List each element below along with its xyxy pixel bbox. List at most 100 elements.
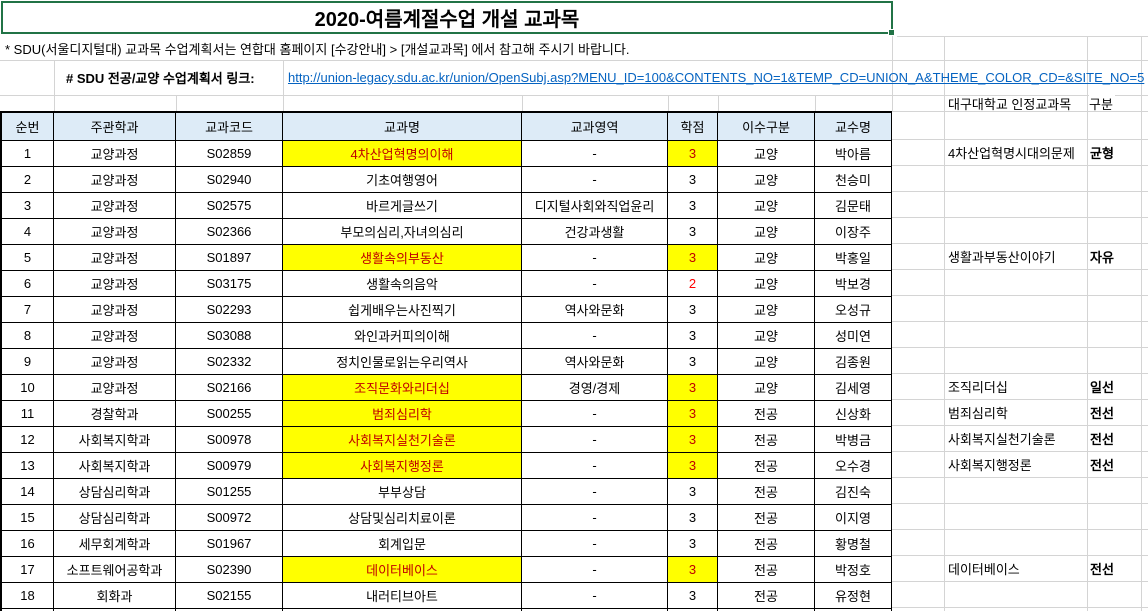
column-header-dept[interactable]: 주관학과	[54, 113, 176, 141]
cell-area[interactable]: -	[522, 531, 668, 557]
cell-seq[interactable]: 17	[2, 557, 54, 583]
cell-credit[interactable]: 3	[668, 557, 718, 583]
cell-professor[interactable]: 이지영	[815, 505, 892, 531]
cell-course-name[interactable]: 부부상담	[283, 479, 522, 505]
cell-course-name[interactable]: 바르게글쓰기	[283, 193, 522, 219]
cell-code[interactable]: S00255	[176, 401, 283, 427]
cell-course-name[interactable]: 사회복지실천기술론	[283, 427, 522, 453]
cell-code[interactable]: S00978	[176, 427, 283, 453]
cell-seq[interactable]: 6	[2, 271, 54, 297]
daegu-category-cell[interactable]: 전선	[1090, 561, 1114, 577]
cell-code[interactable]: S03088	[176, 323, 283, 349]
cell-course-name[interactable]: 정치인물로읽는우리역사	[283, 349, 522, 375]
cell-seq[interactable]: 9	[2, 349, 54, 375]
cell-code[interactable]: S02859	[176, 141, 283, 167]
column-header-prof[interactable]: 교수명	[815, 113, 892, 141]
cell-professor[interactable]: 황명철	[815, 531, 892, 557]
cell-professor[interactable]: 김세영	[815, 375, 892, 401]
cell-code[interactable]: S03175	[176, 271, 283, 297]
daegu-course-cell[interactable]: 4차산업혁명시대의문제	[948, 145, 1075, 161]
selection-fill-handle[interactable]	[888, 29, 895, 36]
column-header-area[interactable]: 교과영역	[522, 113, 668, 141]
cell-seq[interactable]: 10	[2, 375, 54, 401]
cell-seq[interactable]: 13	[2, 453, 54, 479]
title-selected-cell[interactable]: 2020-여름계절수업 개설 교과목	[1, 1, 895, 36]
cell-professor[interactable]: 오수경	[815, 453, 892, 479]
cell-category[interactable]: 전공	[718, 479, 815, 505]
cell-dept[interactable]: 교양과정	[54, 193, 176, 219]
cell-course-name[interactable]: 와인과커피의이해	[283, 323, 522, 349]
note-cell[interactable]: * SDU(서울디지털대) 교과목 수업계획서는 연합대 홈페이지 [수강안내]…	[5, 36, 1105, 60]
cell-code[interactable]: S02332	[176, 349, 283, 375]
cell-professor[interactable]: 유정현	[815, 583, 892, 609]
cell-code[interactable]: S02155	[176, 583, 283, 609]
cell-code[interactable]: S02293	[176, 297, 283, 323]
cell-course-name[interactable]: 상담및심리치료이론	[283, 505, 522, 531]
cell-category[interactable]: 교양	[718, 141, 815, 167]
cell-code[interactable]: S02366	[176, 219, 283, 245]
daegu-category-cell[interactable]: 균형	[1090, 145, 1114, 161]
cell-category[interactable]: 교양	[718, 375, 815, 401]
cell-area[interactable]: -	[522, 323, 668, 349]
cell-course-name[interactable]: 생활속의부동산	[283, 245, 522, 271]
cell-seq[interactable]: 14	[2, 479, 54, 505]
cell-category[interactable]: 전공	[718, 453, 815, 479]
cell-area[interactable]: -	[522, 505, 668, 531]
cell-dept[interactable]: 교양과정	[54, 141, 176, 167]
cell-professor[interactable]: 천승미	[815, 167, 892, 193]
link-label-cell[interactable]: # SDU 전공/교양 수업계획서 링크:	[66, 60, 255, 95]
cell-dept[interactable]: 교양과정	[54, 349, 176, 375]
cell-dept[interactable]: 교양과정	[54, 375, 176, 401]
cell-course-name[interactable]: 회계입문	[283, 531, 522, 557]
daegu-course-cell[interactable]: 데이터베이스	[948, 561, 1020, 577]
cell-seq[interactable]: 18	[2, 583, 54, 609]
cell-credit[interactable]: 3	[668, 401, 718, 427]
cell-area[interactable]: 역사와문화	[522, 297, 668, 323]
cell-area[interactable]: 디지털사회와직업윤리	[522, 193, 668, 219]
cell-credit[interactable]: 3	[668, 453, 718, 479]
cell-professor[interactable]: 오성규	[815, 297, 892, 323]
cell-seq[interactable]: 16	[2, 531, 54, 557]
cell-dept[interactable]: 사회복지학과	[54, 453, 176, 479]
column-header-num[interactable]: 순번	[2, 113, 54, 141]
cell-area[interactable]: -	[522, 141, 668, 167]
cell-category[interactable]: 교양	[718, 297, 815, 323]
cell-course-name[interactable]: 조직문화와리더십	[283, 375, 522, 401]
cell-dept[interactable]: 회화과	[54, 583, 176, 609]
cell-seq[interactable]: 2	[2, 167, 54, 193]
cell-professor[interactable]: 김진숙	[815, 479, 892, 505]
daegu-category-header[interactable]: 구분	[1089, 95, 1115, 112]
cell-seq[interactable]: 3	[2, 193, 54, 219]
cell-professor[interactable]: 박홍일	[815, 245, 892, 271]
cell-course-name[interactable]: 부모의심리,자녀의심리	[283, 219, 522, 245]
cell-code[interactable]: S02575	[176, 193, 283, 219]
cell-course-name[interactable]: 사회복지행정론	[283, 453, 522, 479]
cell-professor[interactable]: 이장주	[815, 219, 892, 245]
daegu-course-cell[interactable]: 조직리더십	[948, 379, 1008, 395]
cell-category[interactable]: 교양	[718, 167, 815, 193]
cell-course-name[interactable]: 범죄심리학	[283, 401, 522, 427]
cell-code[interactable]: S01255	[176, 479, 283, 505]
cell-dept[interactable]: 교양과정	[54, 323, 176, 349]
cell-credit[interactable]: 3	[668, 219, 718, 245]
cell-area[interactable]: -	[522, 479, 668, 505]
cell-course-name[interactable]: 4차산업혁명의이해	[283, 141, 522, 167]
cell-area[interactable]: -	[522, 167, 668, 193]
cell-code[interactable]: S00972	[176, 505, 283, 531]
cell-area[interactable]: -	[522, 583, 668, 609]
cell-area[interactable]: -	[522, 245, 668, 271]
cell-credit[interactable]: 3	[668, 167, 718, 193]
daegu-course-cell[interactable]: 범죄심리학	[948, 405, 1008, 421]
cell-code[interactable]: S02940	[176, 167, 283, 193]
column-header-name[interactable]: 교과명	[283, 113, 522, 141]
cell-area[interactable]: 건강과생활	[522, 219, 668, 245]
cell-dept[interactable]: 상담심리학과	[54, 479, 176, 505]
cell-course-name[interactable]: 내러티브아트	[283, 583, 522, 609]
column-header-code[interactable]: 교과코드	[176, 113, 283, 141]
cell-credit[interactable]: 3	[668, 193, 718, 219]
cell-category[interactable]: 교양	[718, 245, 815, 271]
daegu-category-cell[interactable]: 전선	[1090, 431, 1114, 447]
daegu-course-cell[interactable]: 사회복지실천기술론	[948, 431, 1056, 447]
cell-professor[interactable]: 김종원	[815, 349, 892, 375]
column-header-credit[interactable]: 학점	[668, 113, 718, 141]
